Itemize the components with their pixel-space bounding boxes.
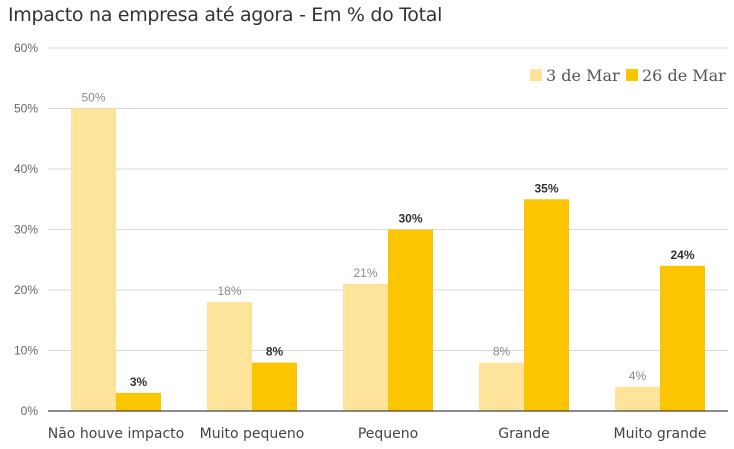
- y-tick-label: 30%: [14, 223, 38, 237]
- x-axis-categories: Não houve impacto Muito pequeno Pequeno Gra…: [48, 426, 707, 442]
- data-label: 3%: [130, 375, 148, 389]
- data-label: 8%: [493, 345, 511, 359]
- x-category-label: Não houve impacto: [48, 426, 184, 442]
- legend-label[interactable]: 3 de Mar: [546, 66, 620, 85]
- data-label: 24%: [670, 248, 694, 262]
- data-label: 35%: [534, 181, 558, 195]
- data-label: 18%: [217, 284, 241, 298]
- bar-series-1: [343, 283, 388, 411]
- data-label: 4%: [629, 369, 647, 383]
- bar-series-2: [116, 392, 161, 411]
- bar-series-1: [479, 362, 524, 411]
- bar-series-2: [388, 229, 433, 411]
- data-label: 30%: [398, 212, 422, 226]
- chart-title: Impacto na empresa até agora - Em % do T…: [8, 4, 443, 26]
- bar-series-2: [524, 199, 569, 411]
- y-tick-label: 50%: [14, 102, 38, 116]
- y-tick-label: 10%: [14, 344, 38, 358]
- legend-swatch[interactable]: [530, 69, 542, 81]
- x-category-label: Muito pequeno: [200, 426, 305, 442]
- bar-series-1: [615, 386, 660, 411]
- bar-series-1: [207, 302, 252, 411]
- legend[interactable]: 3 de Mar 26 de Mar: [530, 66, 726, 85]
- data-labels: 50% 3% 18% 8% 21% 30% 8% 35% 4% 24%: [81, 91, 694, 389]
- y-tick-label: 0%: [21, 404, 39, 418]
- x-category-label: Grande: [498, 426, 550, 442]
- bar-series-2: [252, 362, 297, 411]
- bar-series-2: [660, 265, 705, 411]
- bars: [71, 108, 705, 411]
- y-tick-label: 60%: [14, 41, 38, 55]
- bar-series-1: [71, 108, 116, 411]
- y-axis-ticks: 0% 10% 20% 30% 40% 50% 60%: [14, 41, 38, 418]
- data-label: 21%: [353, 266, 377, 280]
- data-label: 50%: [81, 91, 105, 105]
- x-category-label: Muito grande: [614, 426, 707, 442]
- y-tick-label: 40%: [14, 162, 38, 176]
- data-label: 8%: [266, 345, 284, 359]
- x-category-label: Pequeno: [358, 426, 418, 442]
- legend-label[interactable]: 26 de Mar: [642, 66, 726, 85]
- y-tick-label: 20%: [14, 283, 38, 297]
- legend-swatch[interactable]: [626, 69, 638, 81]
